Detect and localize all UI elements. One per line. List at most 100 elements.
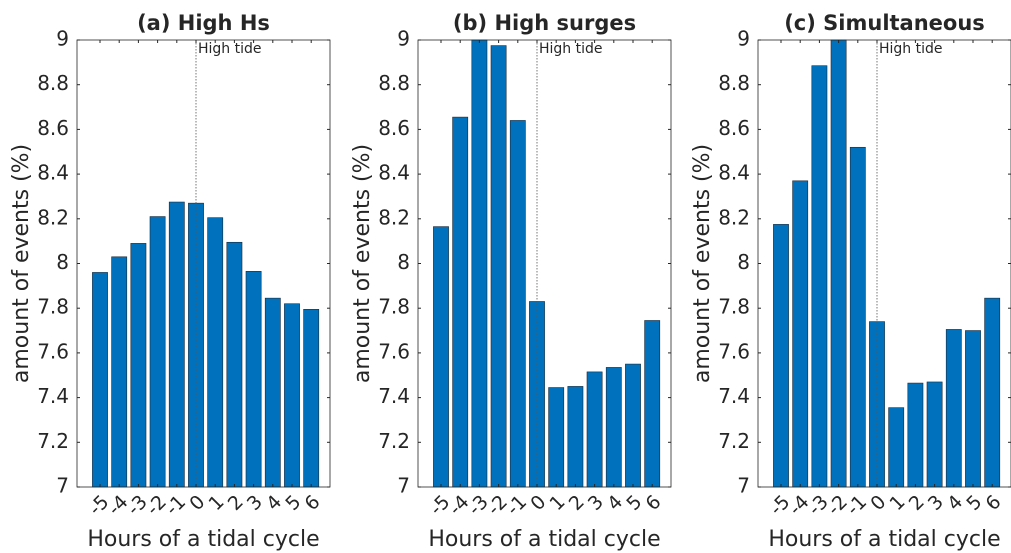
bar [433, 226, 449, 488]
x-tick-label: 3 [584, 491, 608, 515]
x-tick-label: 2 [224, 491, 248, 515]
bar [792, 180, 809, 488]
y-tick-label: 8.6 [718, 116, 750, 140]
bar [888, 407, 905, 488]
y-tick-label: 7 [737, 474, 750, 498]
bar [965, 330, 981, 488]
bar [226, 241, 243, 488]
y-tick-label: 8.2 [378, 205, 410, 229]
bar [830, 39, 847, 488]
x-tick-label: -1 [502, 491, 531, 520]
y-axis-label: amount of events (%) [690, 144, 715, 383]
y-tick-label: 8 [397, 250, 410, 274]
x-tick-label: 3 [924, 491, 948, 515]
chart-title: (b) High surges [453, 11, 636, 35]
bar [907, 382, 924, 488]
bar [92, 272, 108, 488]
bar [490, 45, 507, 488]
bar [284, 303, 300, 488]
bar [303, 309, 320, 488]
bar [452, 116, 469, 488]
y-tick-label: 8.4 [718, 161, 750, 185]
x-tick-label: 5 [962, 491, 986, 515]
x-tick-label: -1 [842, 491, 871, 520]
y-tick-label: 8 [56, 250, 69, 274]
annotation-text: High tide [198, 41, 262, 57]
y-tick-label: 9 [397, 27, 410, 51]
x-tick-label: 5 [281, 491, 305, 515]
y-tick-label: 7.8 [37, 295, 69, 319]
bar [984, 297, 1001, 488]
y-tick-label: 8.4 [37, 161, 69, 185]
x-tick-label: 1 [886, 491, 910, 515]
y-tick-label: 7.4 [37, 384, 69, 408]
y-tick-label: 8.4 [378, 161, 410, 185]
x-axis-label: Hours of a tidal cycle [768, 527, 1000, 552]
y-tick-label: 8.2 [718, 205, 750, 229]
y-tick-label: 7.2 [378, 429, 410, 453]
x-tick-label: 4 [603, 491, 627, 515]
y-axis-label: amount of events (%) [9, 144, 34, 383]
bar [149, 216, 166, 488]
chart-title: (c) Simultaneous [784, 11, 985, 35]
x-tick-label: 6 [982, 491, 1006, 515]
bar [567, 386, 584, 488]
bar [849, 146, 866, 488]
bar [130, 243, 147, 488]
x-axis-label: Hours of a tidal cycle [428, 527, 660, 552]
bar [188, 202, 204, 488]
y-tick-label: 7 [397, 474, 410, 498]
y-tick-label: 7.6 [378, 339, 410, 363]
x-tick-label: 2 [905, 491, 929, 515]
y-tick-label: 7 [56, 474, 69, 498]
x-tick-label: 3 [243, 491, 267, 515]
y-tick-label: 8.8 [378, 71, 410, 95]
x-tick-label: 1 [205, 491, 229, 515]
y-tick-label: 8.6 [37, 116, 69, 140]
y-tick-label: 7.4 [718, 384, 750, 408]
x-tick-label: 5 [622, 491, 646, 515]
y-tick-label: 7.2 [37, 429, 69, 453]
bar [811, 65, 828, 488]
x-tick-label: 0 [185, 491, 209, 515]
bar [245, 271, 262, 488]
bar [926, 381, 943, 488]
y-tick-label: 7.8 [378, 295, 410, 319]
bar [509, 120, 526, 488]
y-tick-label: 7.4 [378, 384, 410, 408]
y-tick-label: 8.8 [718, 71, 750, 95]
bar [605, 367, 622, 488]
y-axis-label: amount of events (%) [350, 144, 375, 383]
y-tick-label: 9 [737, 27, 750, 51]
bar [168, 201, 185, 488]
y-tick-label: 8.2 [37, 205, 69, 229]
chart-title: (a) High Hs [137, 11, 270, 35]
bar [264, 297, 281, 488]
x-tick-label: 4 [943, 491, 967, 515]
bar [773, 224, 789, 488]
bar [471, 39, 488, 488]
bar [644, 320, 661, 488]
bar [207, 217, 224, 488]
bar [945, 329, 962, 488]
y-tick-label: 8 [737, 250, 750, 274]
x-tick-label: 6 [301, 491, 325, 515]
x-tick-label: 0 [526, 491, 550, 515]
x-tick-label: 6 [642, 491, 666, 515]
y-tick-label: 7.2 [718, 429, 750, 453]
y-tick-label: 8.8 [37, 71, 69, 95]
bar [586, 371, 603, 488]
annotation-text: High tide [539, 41, 603, 57]
y-tick-label: 8.6 [378, 116, 410, 140]
x-tick-label: -1 [161, 491, 190, 520]
x-tick-label: 1 [546, 491, 570, 515]
bar [625, 363, 641, 488]
y-tick-label: 7.6 [37, 339, 69, 363]
x-axis-label: Hours of a tidal cycle [87, 527, 319, 552]
x-tick-label: 2 [565, 491, 589, 515]
annotation-text: High tide [879, 41, 943, 57]
y-tick-label: 7.6 [718, 339, 750, 363]
bar [111, 256, 128, 488]
x-tick-label: 4 [262, 491, 286, 515]
